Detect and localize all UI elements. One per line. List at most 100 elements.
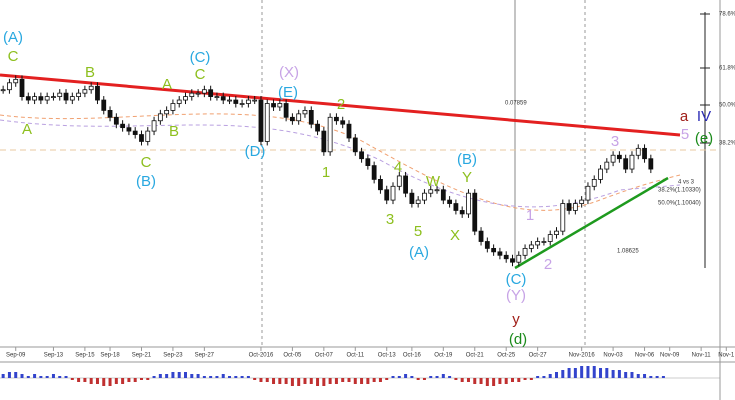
oscillator-bar bbox=[567, 368, 571, 378]
oscillator-bar bbox=[479, 378, 483, 384]
fib-label: 38.2% bbox=[719, 141, 735, 147]
oscillator-bar bbox=[504, 378, 508, 384]
wave-label: (A) bbox=[409, 244, 429, 261]
oscillator-bar bbox=[599, 368, 603, 378]
x-tick-label: Sep-27 bbox=[195, 353, 215, 359]
wave-label: B bbox=[169, 123, 179, 140]
candle bbox=[51, 96, 56, 98]
oscillator-bar bbox=[404, 374, 408, 378]
wave-label: (B) bbox=[136, 173, 156, 190]
wave-label: IV bbox=[697, 108, 711, 125]
oscillator-bar bbox=[485, 378, 489, 386]
oscillator-bar bbox=[221, 374, 225, 378]
candle bbox=[233, 99, 239, 104]
oscillator-bar bbox=[196, 374, 200, 378]
candle bbox=[422, 192, 427, 201]
candle bbox=[19, 78, 25, 97]
candle bbox=[13, 78, 19, 84]
oscillator-bar bbox=[284, 378, 288, 384]
wave-label: y bbox=[512, 311, 520, 328]
level-label: 4 vs 3 bbox=[678, 180, 695, 186]
candle bbox=[44, 96, 50, 101]
x-tick-label: Oct-25 bbox=[497, 353, 516, 359]
oscillator-bar bbox=[70, 378, 74, 380]
oscillator-bar bbox=[33, 374, 37, 378]
oscillator-bar bbox=[297, 378, 301, 386]
wave-label: C bbox=[195, 66, 206, 83]
x-tick-label: Sep-13 bbox=[44, 353, 64, 359]
level-label: 0.07859 bbox=[505, 101, 527, 107]
oscillator-bar bbox=[133, 378, 137, 382]
oscillator-bar bbox=[184, 372, 188, 378]
oscillator-bar bbox=[573, 368, 577, 378]
oscillator-bar bbox=[278, 378, 282, 384]
wave-label: C bbox=[141, 154, 152, 171]
candle bbox=[623, 158, 629, 170]
candle bbox=[510, 258, 515, 263]
candle bbox=[478, 230, 484, 242]
oscillator-bar bbox=[334, 378, 338, 384]
candle bbox=[88, 85, 94, 91]
oscillator-bar bbox=[265, 378, 269, 382]
oscillator-bar bbox=[429, 376, 433, 378]
candle bbox=[69, 96, 75, 101]
oscillator-bar bbox=[246, 376, 250, 378]
oscillator-bar bbox=[372, 378, 376, 382]
oscillator-bar bbox=[592, 366, 596, 378]
candle bbox=[290, 116, 295, 122]
oscillator-bar bbox=[460, 378, 464, 382]
candle bbox=[585, 185, 591, 201]
wave-label: (A) bbox=[3, 29, 23, 46]
x-tick-label: Oct-21 bbox=[466, 353, 485, 359]
candle bbox=[648, 158, 654, 170]
candle bbox=[302, 110, 308, 115]
candle bbox=[120, 123, 126, 129]
candle bbox=[25, 96, 31, 101]
oscillator-bar bbox=[253, 378, 257, 380]
candle bbox=[522, 247, 528, 256]
candle bbox=[415, 199, 421, 204]
oscillator-bar bbox=[89, 378, 93, 384]
wave-label: a bbox=[680, 108, 689, 125]
candle bbox=[264, 103, 270, 142]
candle bbox=[201, 89, 207, 94]
wave-label: 2 bbox=[337, 96, 345, 113]
candle bbox=[472, 192, 478, 232]
candle bbox=[57, 92, 63, 98]
oscillator-bar bbox=[303, 378, 307, 384]
oscillator-bar bbox=[529, 378, 533, 380]
wave-label: 5 bbox=[681, 126, 689, 143]
oscillator-bar bbox=[448, 376, 452, 378]
x-tick-label: Nov-1 bbox=[718, 353, 735, 359]
oscillator-bar bbox=[397, 376, 401, 378]
candle bbox=[315, 123, 320, 132]
oscillator-bar bbox=[26, 376, 30, 378]
oscillator-bar bbox=[617, 370, 621, 378]
candle bbox=[566, 203, 572, 211]
x-tick-label: Nov-2016 bbox=[569, 353, 596, 359]
wave-label: A bbox=[22, 121, 32, 138]
candle bbox=[396, 175, 402, 187]
oscillator-bar bbox=[322, 378, 326, 386]
candle bbox=[164, 110, 170, 115]
oscillator-bar bbox=[378, 378, 382, 382]
oscillator-bar bbox=[102, 378, 106, 386]
candle bbox=[497, 251, 503, 256]
candle bbox=[296, 113, 302, 122]
candle bbox=[245, 99, 251, 104]
wave-label: Y bbox=[462, 169, 472, 186]
candle bbox=[384, 189, 390, 201]
candle bbox=[547, 234, 553, 242]
oscillator-bar bbox=[64, 376, 68, 378]
wave-label: X bbox=[450, 227, 460, 244]
candle bbox=[32, 96, 37, 101]
candle bbox=[220, 96, 226, 101]
candle bbox=[252, 99, 258, 102]
oscillator-bar bbox=[416, 378, 420, 380]
oscillator-bar bbox=[108, 378, 112, 386]
candle bbox=[132, 130, 138, 135]
oscillator-bar bbox=[624, 372, 628, 378]
oscillator-bar bbox=[1, 374, 5, 378]
oscillator-bar bbox=[234, 376, 238, 378]
candle bbox=[466, 192, 471, 215]
